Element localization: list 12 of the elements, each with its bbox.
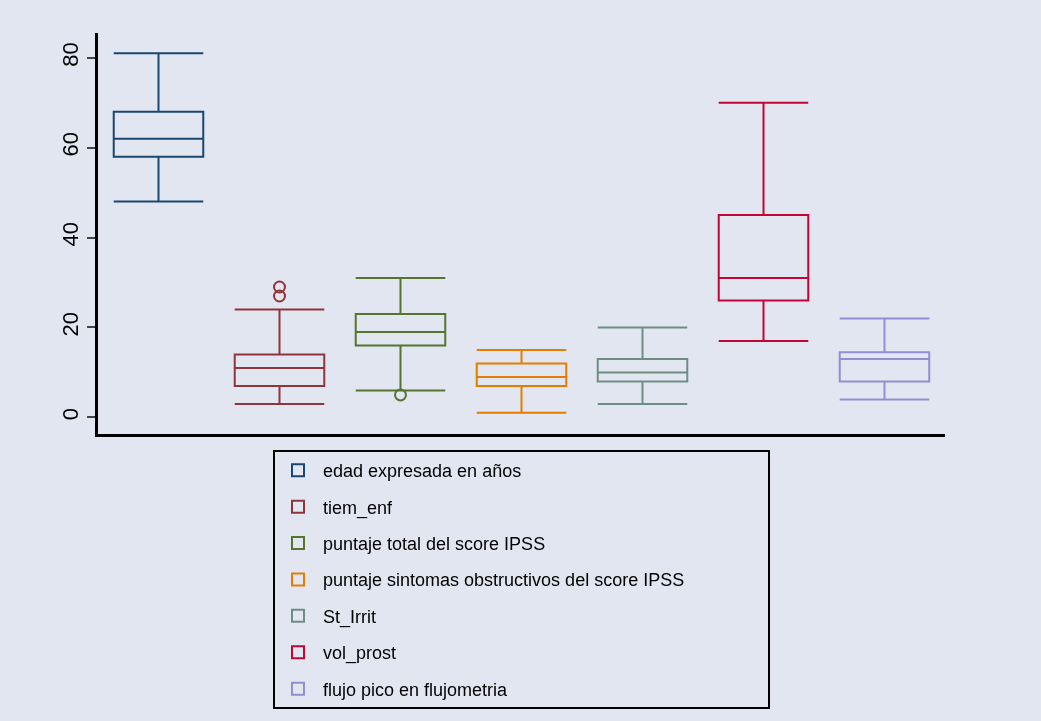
legend-label: flujo pico en flujometria [323, 679, 509, 700]
legend-label: tiem_enf [323, 497, 394, 519]
y-tick-label: 20 [58, 311, 84, 337]
legend-label: St_Irrit [323, 606, 377, 628]
legend-label: edad expresada en años [323, 461, 522, 482]
y-tick-label: 60 [58, 132, 84, 157]
legend-label: puntaje sintomas obstructivos del score IPSS [323, 570, 685, 591]
y-tick-label: 80 [58, 42, 84, 67]
legend-label: vol_prost [323, 643, 397, 665]
legend-label: puntaje total del score IPSS [323, 534, 546, 555]
y-tick-label: 40 [58, 222, 84, 247]
y-tick-label: 0 [58, 407, 84, 421]
